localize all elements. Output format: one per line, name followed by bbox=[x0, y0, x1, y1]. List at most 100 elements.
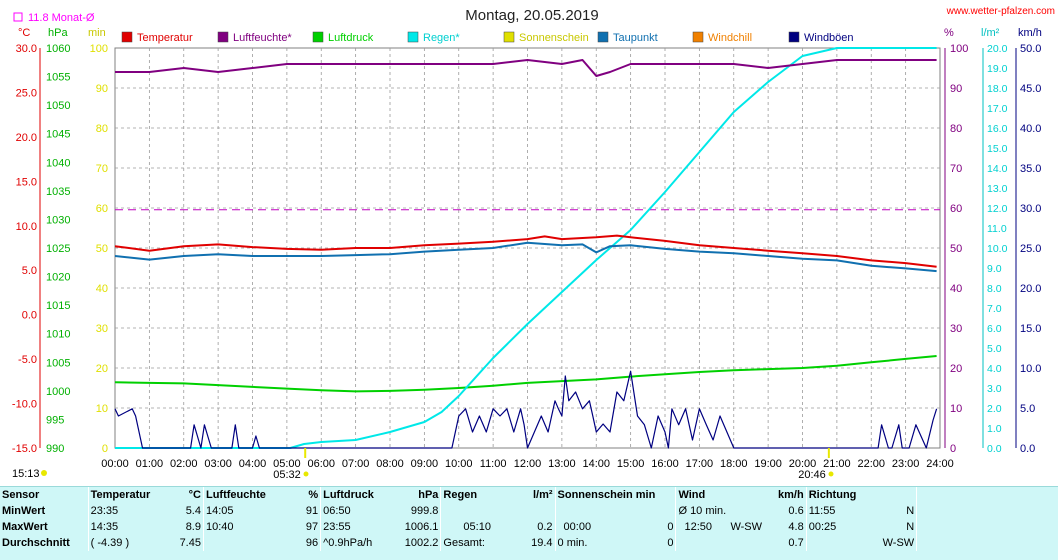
x-tick-label: 21:00 bbox=[823, 458, 851, 470]
cell-rain-value: 19.4 bbox=[531, 537, 553, 549]
y-tick-pressure: 1040 bbox=[46, 157, 70, 169]
y-tick-rain: 6.0 bbox=[987, 323, 1002, 335]
y-tick-humidity: 60 bbox=[950, 203, 962, 215]
cell-wind-value: 0.7 bbox=[788, 537, 804, 549]
cell-hum-time bbox=[202, 535, 272, 551]
unit-hpa: hPa bbox=[48, 27, 68, 39]
y-tick-sunshine: 60 bbox=[96, 203, 108, 215]
cell-rain-time: 05:10 bbox=[440, 519, 500, 535]
x-tick-label: 12:00 bbox=[514, 458, 542, 470]
cell-press-time: ^0.9hPa/h bbox=[320, 535, 393, 551]
cell-rain-value: 0.2 bbox=[537, 521, 553, 533]
cell-temp-value: 8.9 bbox=[185, 521, 201, 533]
x-tick-label: 00:00 bbox=[101, 458, 129, 470]
y-tick-rain: 11.0 bbox=[987, 223, 1007, 235]
legend-label: Luftdruck bbox=[328, 32, 374, 44]
y-tick-temperature: 25.0 bbox=[16, 87, 37, 99]
y-tick-pressure: 1050 bbox=[46, 100, 70, 112]
y-tick-rain: 19.0 bbox=[987, 63, 1008, 75]
y-tick-temperature: -5.0 bbox=[18, 354, 37, 366]
cell-hum-value: 96 bbox=[305, 537, 319, 549]
cell-wind-dir: W-SW bbox=[730, 521, 763, 533]
cell-temp-value: 5.4 bbox=[185, 505, 201, 517]
unit-kmh: km/h bbox=[1018, 27, 1042, 39]
y-tick-humidity: 80 bbox=[950, 123, 962, 135]
y-tick-pressure: 1055 bbox=[46, 72, 70, 84]
y-tick-wind: 0.0 bbox=[1020, 443, 1035, 455]
cell-sun-value: 0 bbox=[667, 521, 674, 533]
y-tick-sunshine: 10 bbox=[96, 403, 108, 415]
y-tick-rain: 14.0 bbox=[987, 163, 1008, 175]
y-tick-pressure: 1010 bbox=[46, 329, 70, 341]
unit-min: min bbox=[88, 27, 106, 39]
row-label: MinWert bbox=[2, 505, 46, 517]
series-line-luftfeuchte bbox=[115, 59, 937, 77]
hdr-rain-unit: l/m² bbox=[532, 489, 553, 501]
stats-header-row: Sensor Temperatur °C Luftfeuchte % Luftd… bbox=[0, 487, 1058, 503]
y-tick-pressure: 1020 bbox=[46, 272, 70, 284]
y-tick-sunshine: 100 bbox=[90, 43, 108, 55]
legend-label: Taupunkt bbox=[613, 32, 658, 44]
x-tick-label: 19:00 bbox=[754, 458, 782, 470]
row-label: Durchschnitt bbox=[2, 537, 70, 549]
x-tick-label: 13:00 bbox=[548, 458, 576, 470]
x-tick-label: 15:00 bbox=[617, 458, 645, 470]
x-tick-label: 03:00 bbox=[204, 458, 232, 470]
x-tick-label: 02:00 bbox=[170, 458, 198, 470]
y-tick-rain: 12.0 bbox=[987, 203, 1008, 215]
y-tick-pressure: 1045 bbox=[46, 129, 70, 141]
cell-wind-dir bbox=[728, 503, 764, 519]
y-tick-pressure: 1005 bbox=[46, 357, 70, 369]
y-tick-rain: 2.0 bbox=[987, 403, 1002, 415]
x-tick-label: 17:00 bbox=[686, 458, 714, 470]
cell-dir-time bbox=[805, 535, 873, 551]
stats-row-min: MinWert 23:35 5.4 14:05 91 06:50 999.8 Ø… bbox=[0, 503, 1058, 519]
hdr-temperature-unit: °C bbox=[188, 489, 201, 501]
unit-celsius: °C bbox=[18, 27, 30, 39]
cell-wind-time bbox=[675, 535, 729, 551]
legend-label: Windchill bbox=[708, 32, 752, 44]
legend-swatch bbox=[312, 31, 324, 43]
legend-swatch bbox=[692, 31, 704, 43]
y-tick-temperature: -15.0 bbox=[12, 443, 37, 455]
chart-grid bbox=[114, 47, 941, 449]
hdr-sensor: Sensor bbox=[2, 489, 40, 501]
y-tick-humidity: 70 bbox=[950, 163, 962, 175]
legend-swatch bbox=[217, 31, 229, 43]
y-tick-wind: 45.0 bbox=[1020, 83, 1041, 95]
cell-dir-value: N bbox=[906, 505, 915, 517]
x-tick-label: 16:00 bbox=[651, 458, 679, 470]
x-tick-label: 11:00 bbox=[480, 458, 507, 470]
cell-temp-time: ( -4.39 ) bbox=[87, 535, 155, 551]
website-link[interactable]: www.wetter-pfalzen.com bbox=[946, 6, 1055, 17]
y-tick-rain: 4.0 bbox=[987, 363, 1002, 375]
cell-press-value: 999.8 bbox=[410, 505, 439, 517]
stats-row-max: MaxWert 14:35 8.9 10:40 97 23:55 1006.1 … bbox=[0, 519, 1058, 535]
hdr-wind-unit: km/h bbox=[778, 489, 804, 501]
series-line-luftdruck bbox=[114, 355, 937, 393]
y-tick-pressure: 1015 bbox=[46, 300, 70, 312]
cell-temp-time: 14:35 bbox=[87, 519, 155, 535]
sunrise-icon bbox=[303, 471, 309, 477]
cell-wind-value: 4.8 bbox=[788, 521, 804, 533]
cell-press-value: 1002.2 bbox=[404, 537, 439, 549]
y-tick-humidity: 90 bbox=[950, 83, 962, 95]
y-tick-wind: 15.0 bbox=[1020, 323, 1041, 335]
x-tick-label: 06:00 bbox=[307, 458, 335, 470]
cell-sun-value: 0 bbox=[667, 537, 674, 549]
y-tick-rain: 16.0 bbox=[987, 123, 1008, 135]
unit-rain: l/m² bbox=[981, 27, 1000, 39]
x-tick-label: 22:00 bbox=[857, 458, 885, 470]
y-tick-humidity: 20 bbox=[950, 363, 962, 375]
hdr-wind: Wind bbox=[675, 487, 729, 503]
y-tick-rain: 9.0 bbox=[987, 263, 1002, 275]
cell-dir-value: N bbox=[906, 521, 915, 533]
hdr-rain: Regen bbox=[440, 487, 500, 503]
y-tick-wind: 25.0 bbox=[1020, 243, 1041, 255]
cell-dir-value: W-SW bbox=[882, 537, 915, 549]
sunset-time: 20:46 bbox=[798, 469, 826, 481]
hdr-pressure: Luftdruck bbox=[320, 487, 393, 503]
hdr-temperature: Temperatur bbox=[87, 487, 155, 503]
hdr-sunshine: Sonnenschein min bbox=[554, 487, 666, 503]
y-tick-pressure: 1025 bbox=[46, 243, 70, 255]
